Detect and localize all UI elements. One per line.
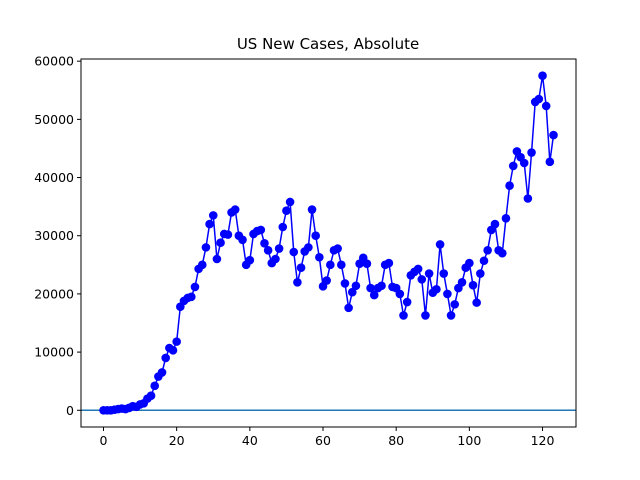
data-point [490, 219, 500, 229]
data-point [150, 381, 160, 391]
data-point [468, 280, 478, 290]
y-tick-label: 60000 [34, 54, 74, 69]
data-point [205, 219, 214, 229]
data-point [326, 260, 335, 270]
data-point [366, 283, 375, 293]
data-point [333, 244, 342, 253]
data-point [223, 230, 233, 239]
data-point [417, 275, 427, 284]
data-point [443, 289, 452, 299]
data-point [296, 263, 306, 273]
data-point [282, 206, 291, 216]
x-tick-label: 60 [315, 433, 331, 448]
data-point [157, 368, 167, 377]
x-tick-label: 80 [388, 433, 404, 448]
data-point [501, 213, 511, 223]
data-point [541, 101, 551, 111]
data-point [476, 269, 485, 278]
data-point [260, 238, 269, 248]
data-point [402, 297, 412, 307]
data-point [545, 157, 555, 167]
data-point [413, 264, 423, 274]
x-tick-label: 40 [242, 433, 258, 448]
data-point [146, 391, 156, 401]
data-point [238, 235, 247, 245]
data-point [347, 287, 357, 297]
y-tick-label: 20000 [34, 286, 74, 301]
data-point [208, 211, 218, 220]
data-point [311, 231, 320, 241]
data-point [549, 130, 558, 140]
data-point [435, 240, 445, 249]
data-point [340, 279, 350, 288]
data-point [508, 161, 518, 171]
data-point [197, 260, 207, 270]
data-point [450, 300, 460, 309]
data-point [446, 311, 456, 320]
data-point [384, 258, 394, 268]
data-point [424, 269, 434, 278]
data-point [534, 94, 544, 104]
data-point [315, 252, 324, 262]
x-tick-label: 0 [100, 433, 108, 448]
y-tick-label: 0 [66, 403, 74, 418]
data-point [351, 281, 361, 291]
data-point [439, 269, 449, 278]
data-point [472, 298, 481, 307]
data-point [304, 243, 313, 252]
data-point [505, 181, 514, 190]
data-point [457, 277, 467, 287]
data-point [307, 205, 317, 214]
data-point [216, 238, 225, 248]
data-point [271, 254, 280, 264]
data-point [344, 303, 353, 313]
data-point [538, 71, 547, 81]
data-point [245, 255, 255, 265]
data-point [395, 289, 405, 299]
data-point [497, 248, 507, 258]
data-point [201, 243, 211, 252]
data-point [523, 194, 533, 203]
data-point [278, 222, 288, 232]
data-point [399, 311, 408, 320]
y-tick-label: 40000 [34, 170, 74, 185]
data-line [103, 75, 555, 412]
data-point [432, 284, 441, 294]
data-point [172, 337, 181, 346]
data-point [519, 158, 529, 168]
data-point [337, 260, 346, 270]
data-point [483, 245, 492, 255]
data-point [190, 282, 200, 292]
data-point [256, 225, 266, 235]
data-point [274, 244, 284, 253]
y-tick-label: 10000 [34, 345, 74, 360]
y-tick-label: 50000 [34, 112, 74, 127]
data-point [527, 148, 536, 157]
data-point [293, 277, 302, 287]
data-point [362, 259, 372, 268]
data-point [285, 197, 295, 207]
chart-title: US New Cases, Absolute [237, 35, 419, 53]
x-tick-label: 100 [457, 433, 481, 448]
y-tick-label: 30000 [34, 228, 74, 243]
data-point [322, 276, 331, 285]
data-point [168, 346, 178, 355]
data-point [212, 254, 222, 264]
data-point [465, 258, 474, 268]
data-point [289, 247, 299, 257]
plot-frame [80, 58, 577, 428]
data-point [187, 292, 196, 302]
data-point [369, 290, 379, 300]
data-point [421, 311, 430, 320]
x-tick-label: 120 [531, 433, 555, 448]
data-point [479, 256, 489, 266]
x-tick-label: 20 [169, 433, 185, 448]
data-point [161, 353, 170, 363]
data-point [230, 205, 240, 214]
data-point [377, 281, 386, 291]
data-point [263, 245, 273, 255]
